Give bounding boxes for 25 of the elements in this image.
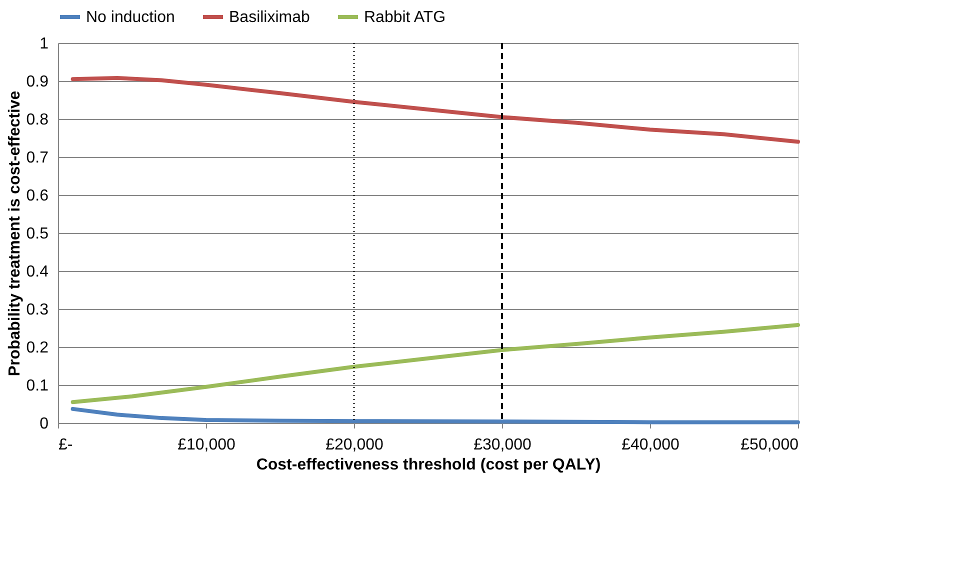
x-tick-label: £40,000 — [622, 436, 680, 454]
line-series — [70, 76, 800, 144]
y-tick-label: 0.5 — [26, 226, 49, 242]
y-tick-label: 0.9 — [26, 74, 49, 90]
x-tick-label: £- — [58, 436, 73, 454]
x-tick-label: £20,000 — [326, 436, 384, 454]
legend-label: Basiliximab — [229, 9, 310, 26]
y-tick-label: 0.6 — [26, 188, 49, 204]
y-tick-label: 0 — [40, 416, 49, 432]
x-axis-title: Cost-effectiveness threshold (cost per QALY) — [256, 456, 601, 474]
line-series — [70, 406, 800, 424]
x-tick-label: £30,000 — [474, 436, 532, 454]
y-tick-label: 0.1 — [26, 378, 49, 394]
x-tick-label: £10,000 — [178, 436, 236, 454]
y-tick-label: 0.8 — [26, 112, 49, 128]
y-tick-label: 0.4 — [26, 264, 49, 280]
legend-label: No induction — [86, 9, 175, 26]
y-tick-label: 1 — [40, 36, 49, 52]
y-tick-label: 0.7 — [26, 150, 49, 166]
legend-label: Rabbit ATG — [364, 9, 446, 26]
y-tick-label: 0.2 — [26, 340, 49, 356]
line-series — [70, 322, 800, 404]
x-tick-label: £50,000 — [740, 436, 799, 454]
y-tick-label: 0.3 — [26, 302, 49, 318]
y-axis-title: Probability treatment is cost-effective — [6, 90, 24, 376]
